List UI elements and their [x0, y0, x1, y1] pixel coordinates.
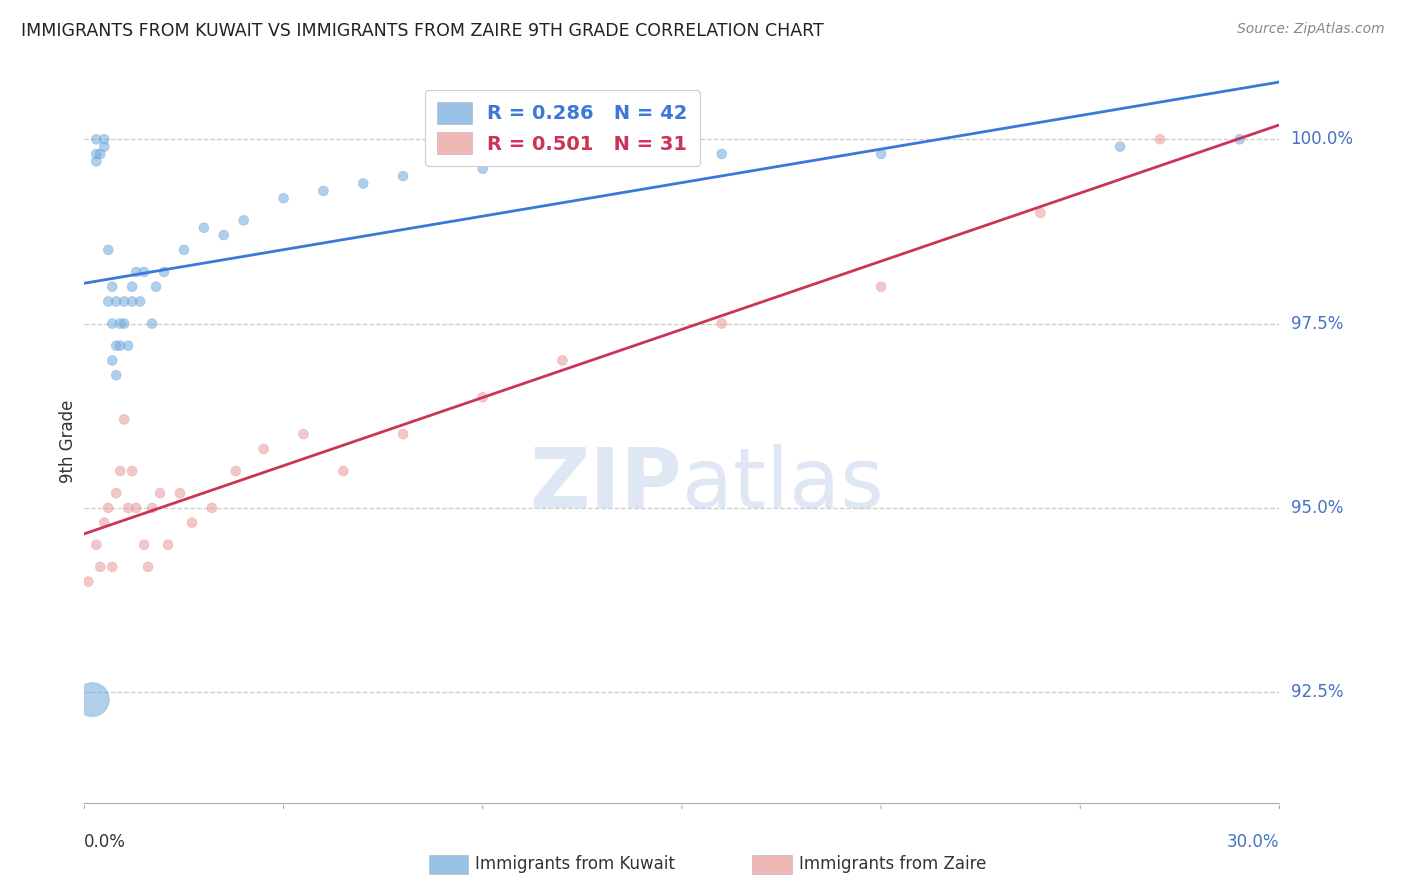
Point [121, 279, 143, 293]
Point [117, 500, 139, 515]
Text: 97.5%: 97.5% [1291, 315, 1343, 333]
Point [82, 692, 104, 706]
Point [232, 213, 254, 227]
Point [149, 486, 172, 500]
Point [97, 294, 120, 309]
Text: ZIP: ZIP [530, 444, 682, 525]
Point [710, 147, 733, 161]
Point [169, 486, 191, 500]
Point [273, 191, 295, 205]
Point [136, 560, 159, 574]
Text: Immigrants from Kuwait: Immigrants from Kuwait [475, 855, 675, 873]
Point [93, 132, 115, 146]
Point [392, 427, 415, 442]
Point [292, 427, 315, 442]
Point [1029, 206, 1052, 220]
Point [253, 442, 276, 456]
Point [121, 294, 143, 309]
Point [125, 265, 148, 279]
Point [173, 243, 195, 257]
Point [1149, 132, 1171, 146]
Point [105, 294, 128, 309]
Point [89, 560, 111, 574]
Text: atlas: atlas [682, 444, 883, 525]
Point [352, 177, 374, 191]
Point [157, 538, 180, 552]
Point [97, 243, 120, 257]
Point [129, 294, 152, 309]
Point [132, 538, 156, 552]
Point [93, 516, 115, 530]
Point [77, 574, 100, 589]
Point [591, 154, 613, 169]
Text: 95.0%: 95.0% [1291, 499, 1343, 516]
Text: 92.5%: 92.5% [1291, 683, 1343, 701]
Point [101, 279, 124, 293]
Point [1109, 139, 1132, 153]
Point [112, 294, 135, 309]
Point [117, 339, 139, 353]
Point [125, 500, 148, 515]
Point [93, 139, 115, 153]
Text: Source: ZipAtlas.com: Source: ZipAtlas.com [1237, 22, 1385, 37]
Point [471, 390, 494, 404]
Point [193, 220, 215, 235]
Point [101, 560, 124, 574]
Point [86, 154, 108, 169]
Point [153, 265, 176, 279]
Point [97, 500, 120, 515]
Point [110, 464, 132, 478]
Point [141, 500, 163, 515]
Point [225, 464, 247, 478]
Point [86, 132, 108, 146]
Point [332, 464, 354, 478]
Text: 0.0%: 0.0% [84, 833, 127, 851]
Point [105, 339, 128, 353]
Point [101, 317, 124, 331]
Point [89, 147, 111, 161]
Text: Immigrants from Zaire: Immigrants from Zaire [799, 855, 986, 873]
Point [112, 317, 135, 331]
Point [86, 538, 108, 552]
Point [105, 368, 128, 383]
Point [86, 147, 108, 161]
Point [101, 353, 124, 368]
Point [105, 486, 128, 500]
Point [121, 464, 143, 478]
Legend: R = 0.286   N = 42, R = 0.501   N = 31: R = 0.286 N = 42, R = 0.501 N = 31 [425, 90, 700, 166]
Point [1229, 132, 1251, 146]
Point [145, 279, 167, 293]
Point [870, 147, 893, 161]
Point [710, 317, 733, 331]
Text: IMMIGRANTS FROM KUWAIT VS IMMIGRANTS FROM ZAIRE 9TH GRADE CORRELATION CHART: IMMIGRANTS FROM KUWAIT VS IMMIGRANTS FRO… [21, 22, 824, 40]
Point [110, 339, 132, 353]
Y-axis label: 9th Grade: 9th Grade [59, 400, 77, 483]
Point [141, 317, 163, 331]
Point [312, 184, 335, 198]
Point [471, 161, 494, 176]
Point [212, 228, 235, 243]
Point [112, 412, 135, 426]
Point [181, 516, 204, 530]
Point [110, 317, 132, 331]
Point [201, 500, 224, 515]
Point [392, 169, 415, 183]
Point [551, 353, 574, 368]
Point [870, 279, 893, 293]
Point [132, 265, 156, 279]
Text: 30.0%: 30.0% [1227, 833, 1279, 851]
Text: 100.0%: 100.0% [1291, 130, 1354, 148]
